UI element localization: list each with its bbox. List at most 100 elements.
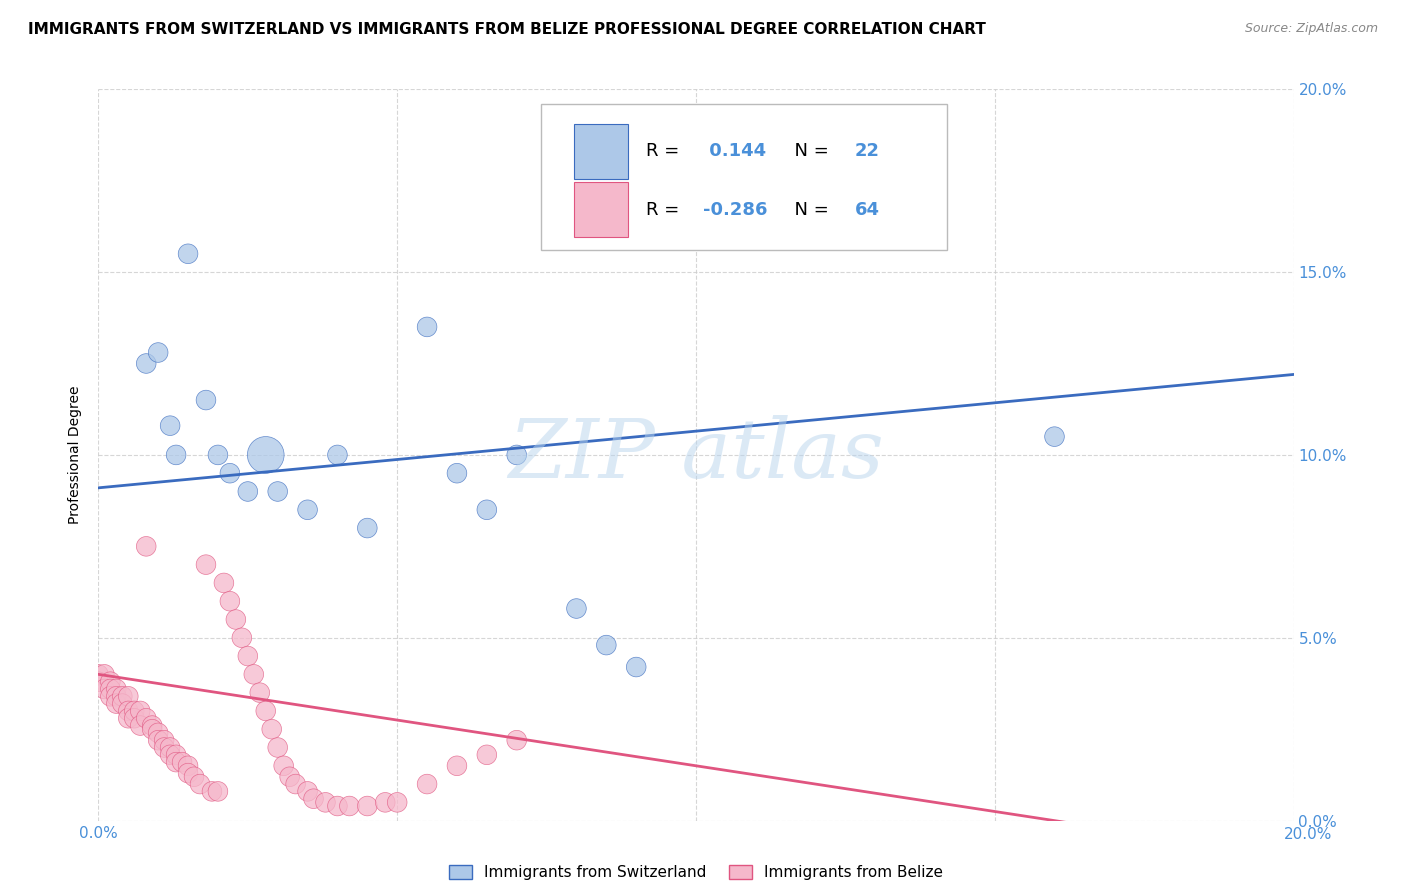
Point bbox=[446, 466, 468, 480]
Point bbox=[117, 704, 139, 718]
Point bbox=[278, 770, 301, 784]
Point bbox=[374, 796, 396, 810]
Point bbox=[117, 711, 139, 725]
Point bbox=[273, 758, 295, 772]
Point bbox=[100, 690, 122, 704]
Bar bbox=[574, 183, 628, 237]
Point bbox=[159, 418, 181, 433]
Point bbox=[207, 784, 229, 798]
Point bbox=[326, 448, 349, 462]
Point bbox=[236, 484, 259, 499]
Text: N =: N = bbox=[783, 143, 835, 161]
Point bbox=[153, 733, 176, 747]
Point bbox=[165, 448, 187, 462]
Point bbox=[207, 448, 229, 462]
Y-axis label: Professional Degree: Professional Degree bbox=[69, 385, 83, 524]
Point bbox=[595, 638, 617, 652]
Point bbox=[339, 799, 360, 814]
Point bbox=[565, 601, 588, 615]
Text: 0.144: 0.144 bbox=[703, 143, 766, 161]
Point bbox=[385, 796, 409, 810]
Point bbox=[159, 747, 181, 762]
Point bbox=[188, 777, 211, 791]
Point bbox=[177, 766, 200, 780]
Point bbox=[105, 681, 128, 696]
Text: R =: R = bbox=[645, 143, 685, 161]
Point bbox=[165, 747, 187, 762]
Point bbox=[243, 667, 266, 681]
Point bbox=[315, 796, 337, 810]
Point bbox=[297, 784, 319, 798]
Point bbox=[87, 674, 110, 689]
Point bbox=[141, 723, 163, 737]
Point bbox=[177, 246, 200, 260]
Point bbox=[225, 613, 247, 627]
Point bbox=[141, 718, 163, 732]
Point bbox=[267, 484, 290, 499]
Point bbox=[219, 466, 242, 480]
Point bbox=[212, 576, 235, 591]
Point bbox=[117, 690, 139, 704]
Point bbox=[302, 791, 325, 805]
Text: R =: R = bbox=[645, 201, 685, 219]
Text: -0.286: -0.286 bbox=[703, 201, 768, 219]
Point bbox=[87, 667, 110, 681]
Point bbox=[93, 681, 115, 696]
Point bbox=[416, 777, 439, 791]
Point bbox=[297, 502, 319, 516]
Point bbox=[148, 726, 170, 740]
Point bbox=[165, 755, 187, 769]
Point bbox=[236, 649, 259, 664]
Point bbox=[129, 704, 152, 718]
Point bbox=[148, 733, 170, 747]
Point bbox=[105, 697, 128, 711]
Text: IMMIGRANTS FROM SWITZERLAND VS IMMIGRANTS FROM BELIZE PROFESSIONAL DEGREE CORREL: IMMIGRANTS FROM SWITZERLAND VS IMMIGRANT… bbox=[28, 22, 986, 37]
Point bbox=[506, 448, 529, 462]
Point bbox=[326, 799, 349, 814]
Text: ZIP atlas: ZIP atlas bbox=[508, 415, 884, 495]
Legend: Immigrants from Switzerland, Immigrants from Belize: Immigrants from Switzerland, Immigrants … bbox=[443, 859, 949, 886]
Text: 20.0%: 20.0% bbox=[1284, 827, 1331, 841]
Point bbox=[416, 320, 439, 334]
Point bbox=[100, 674, 122, 689]
Point bbox=[105, 690, 128, 704]
Point bbox=[201, 784, 224, 798]
Point bbox=[111, 690, 134, 704]
Point bbox=[249, 685, 271, 699]
Text: N =: N = bbox=[783, 201, 835, 219]
Point bbox=[475, 747, 498, 762]
Point bbox=[153, 740, 176, 755]
Point bbox=[135, 356, 157, 371]
Point bbox=[231, 631, 253, 645]
Point bbox=[100, 681, 122, 696]
Point bbox=[177, 758, 200, 772]
Point bbox=[183, 770, 205, 784]
Text: 64: 64 bbox=[855, 201, 880, 219]
Point bbox=[124, 711, 146, 725]
Point bbox=[129, 718, 152, 732]
Point bbox=[475, 502, 498, 516]
Point bbox=[124, 704, 146, 718]
Point bbox=[172, 755, 194, 769]
Point bbox=[446, 758, 468, 772]
Text: Source: ZipAtlas.com: Source: ZipAtlas.com bbox=[1244, 22, 1378, 36]
Point bbox=[356, 521, 378, 535]
Point bbox=[195, 392, 218, 407]
Point bbox=[135, 539, 157, 553]
Text: 22: 22 bbox=[855, 143, 880, 161]
Point bbox=[135, 711, 157, 725]
FancyBboxPatch shape bbox=[540, 103, 948, 250]
Point bbox=[284, 777, 307, 791]
Bar bbox=[574, 124, 628, 178]
Point bbox=[148, 345, 170, 359]
Point bbox=[1043, 430, 1066, 444]
Point bbox=[254, 704, 277, 718]
Point bbox=[93, 667, 115, 681]
Point bbox=[356, 799, 378, 814]
Point bbox=[111, 697, 134, 711]
Point bbox=[219, 594, 242, 608]
Point bbox=[267, 740, 290, 755]
Point bbox=[506, 733, 529, 747]
Point bbox=[159, 740, 181, 755]
Point bbox=[254, 448, 277, 462]
